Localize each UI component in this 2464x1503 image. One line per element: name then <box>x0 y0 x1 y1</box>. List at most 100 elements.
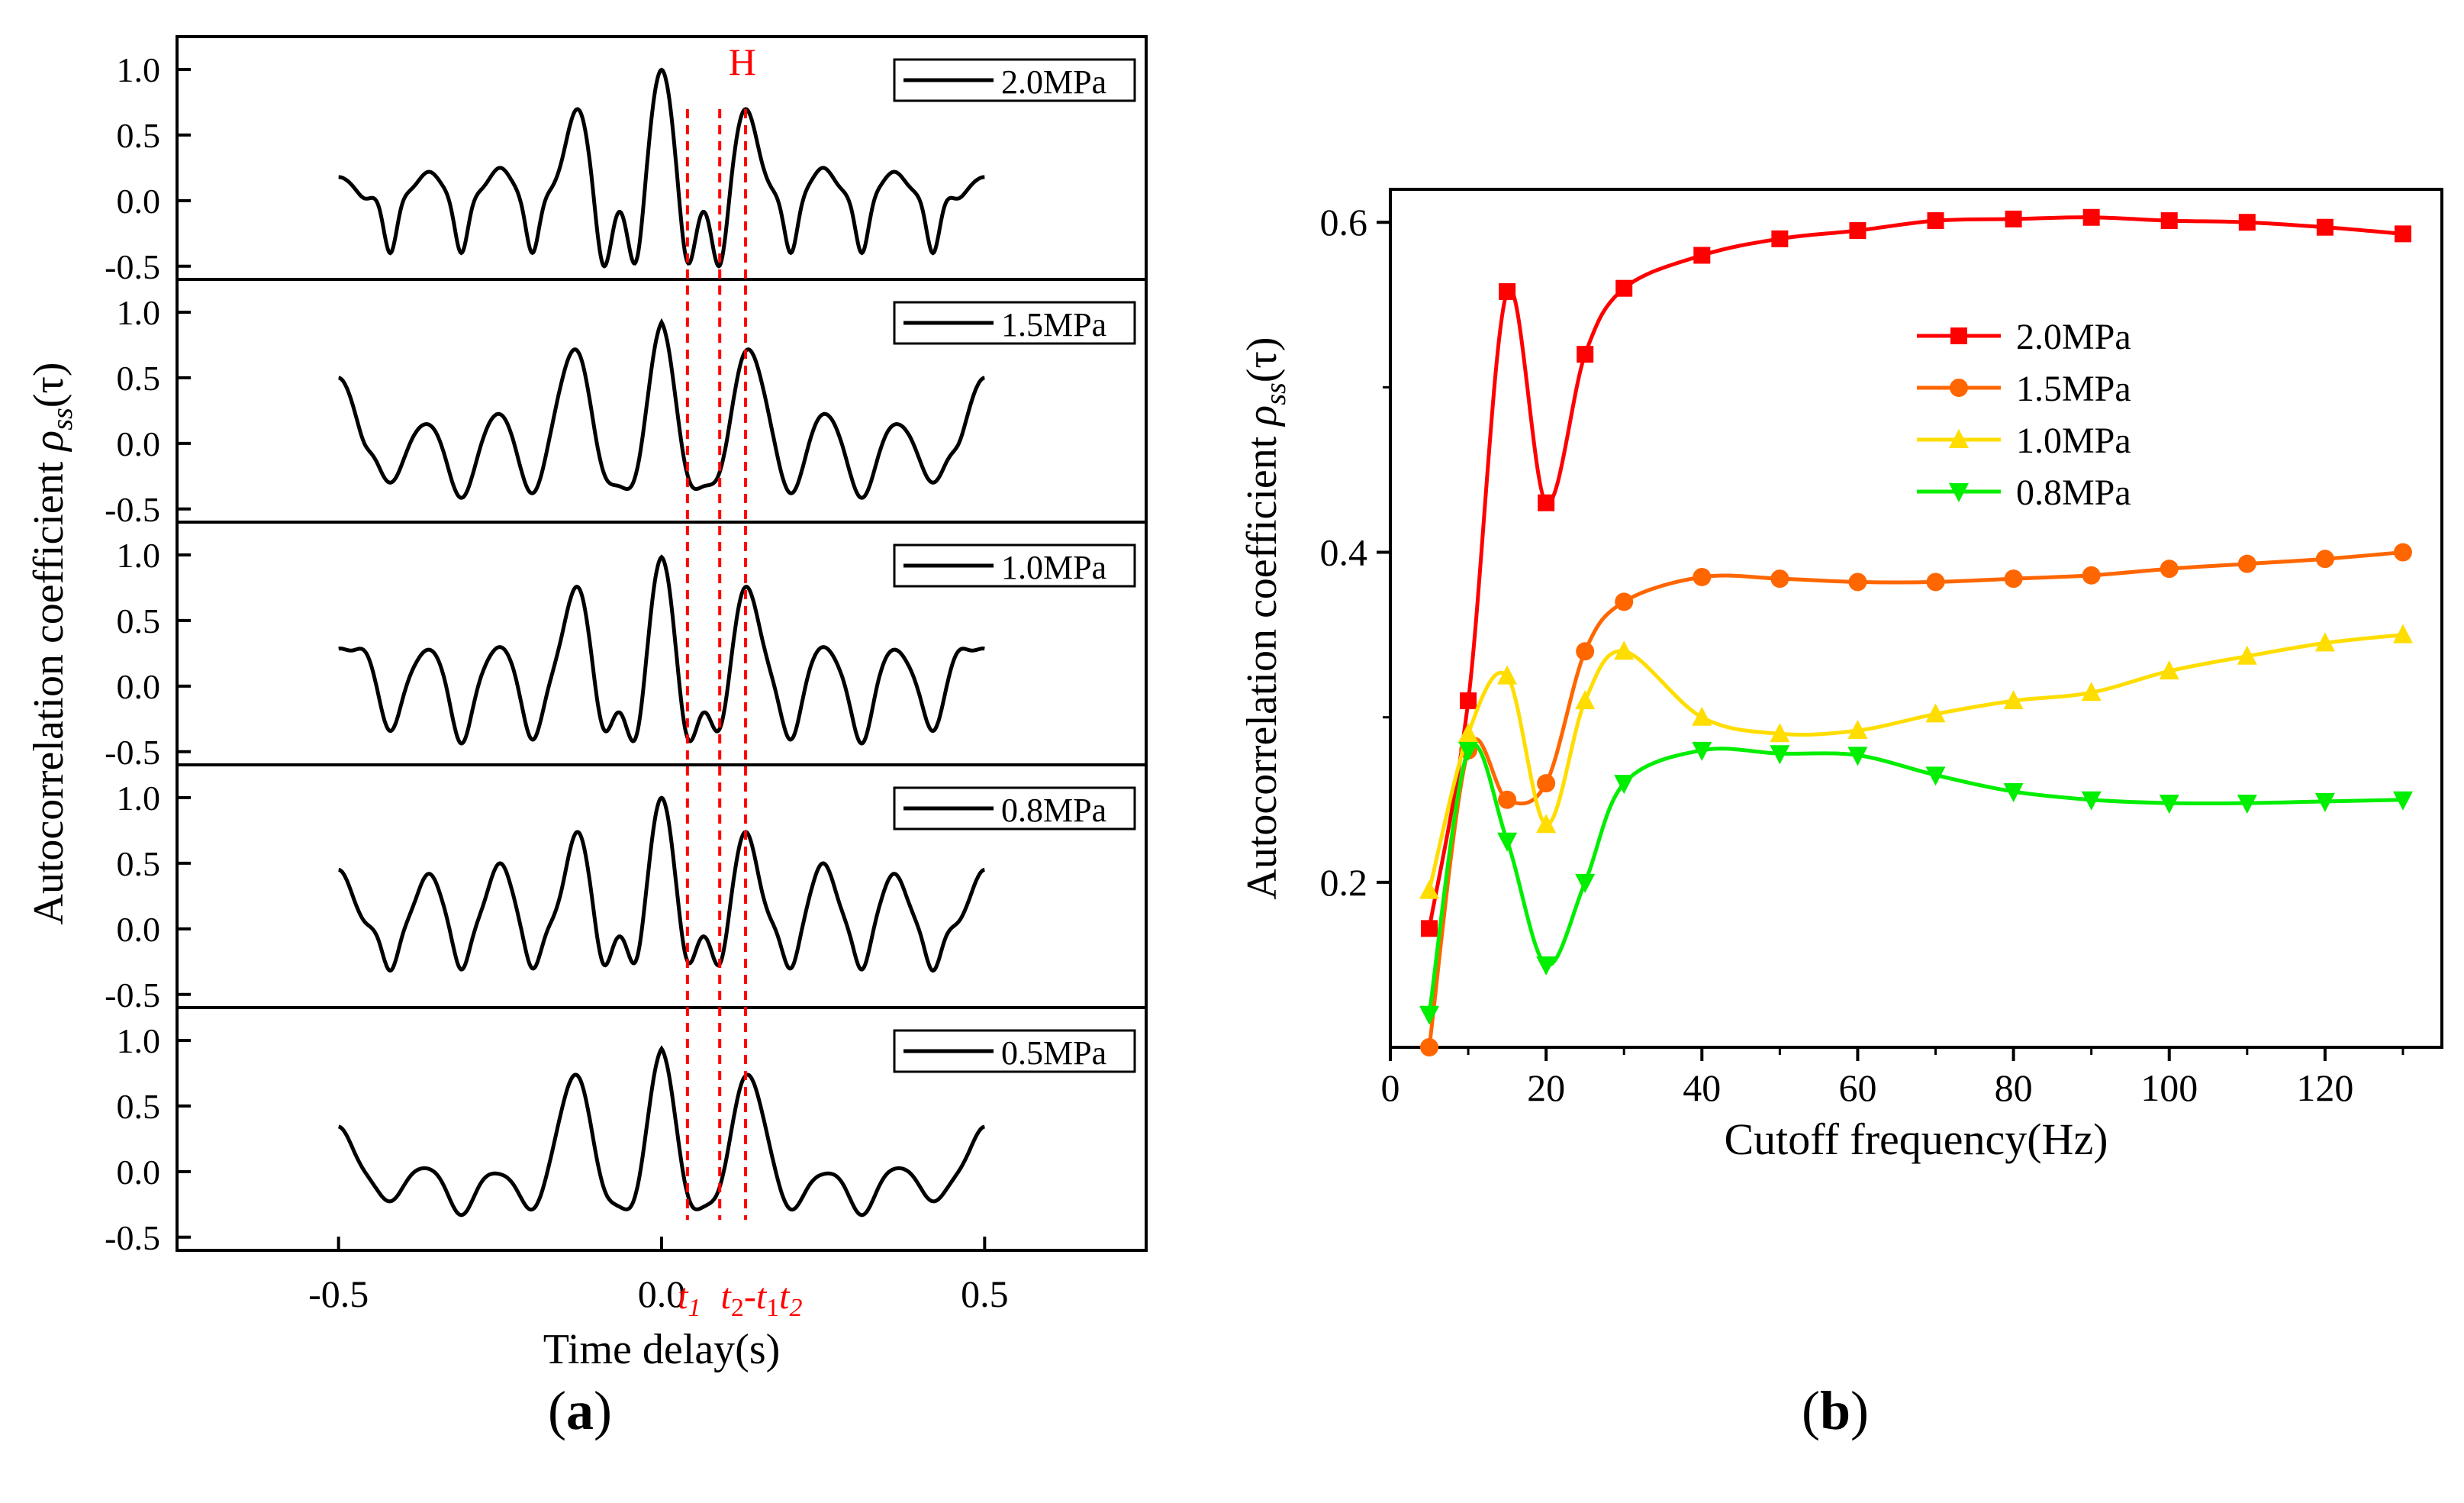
panel-a-chart: -0.50.00.51.0 2.0MPa -0.5 0.0 0.5 1.0 1.5MPa -0… <box>25 35 1148 1373</box>
y-label-text: Autocorrelation coefficient <box>1238 426 1286 900</box>
data-point-1.0MPa <box>1419 879 1440 899</box>
data-point-1.0MPa <box>1770 723 1790 743</box>
data-point-1.5MPa <box>2315 550 2334 569</box>
series-line-0.8MPa <box>1427 742 2404 1015</box>
data-point-2.0MPa <box>2082 208 2100 226</box>
y-label-suffix: (τ) <box>25 362 72 408</box>
subplot-1.5MPa: -0.5 0.0 0.5 1.0 1.5MPa <box>105 278 1148 529</box>
x-tick-label: -0.5 <box>308 1272 369 1315</box>
y-tick-label: 0.0 <box>117 182 161 221</box>
data-point-1.5MPa <box>2004 569 2023 589</box>
data-point-0.8MPa <box>2003 782 2024 802</box>
legend-label: 1.5MPa <box>2016 369 2131 409</box>
y-label-sub: ss <box>47 408 79 431</box>
marker-label-sub: 2 <box>731 1294 744 1322</box>
y-tick-label: 0.0 <box>117 1153 161 1192</box>
x-tick-label: 0 <box>1381 1066 1400 1109</box>
legend: 2.0MPa 1.5MPa 1.0MPa 0.8MPa <box>1917 317 2131 513</box>
series-line-1.0MPa <box>338 554 985 746</box>
x-axis-label: Time delay(s) <box>543 1326 781 1373</box>
x-tick-label: 20 <box>1527 1066 1565 1109</box>
marker-label-t: t <box>678 1276 689 1317</box>
y-label-suffix: (τ) <box>1238 337 1286 382</box>
x-tick-label: 60 <box>1838 1066 1876 1109</box>
legend-marker-0.8MPa <box>1949 483 1969 502</box>
data-point-1.5MPa <box>2393 543 2412 562</box>
data-point-2.0MPa <box>1577 346 1594 363</box>
y-label-text: Autocorrelation coefficient <box>25 451 72 925</box>
y-tick-label: 0.0 <box>117 424 161 463</box>
legend-label: 0.8MPa <box>2016 473 2131 513</box>
y-tick-label: 0.0 <box>117 910 161 949</box>
data-point-0.8MPa <box>2237 795 2257 814</box>
plot-frame <box>1389 188 2443 1049</box>
x-tick-label: 40 <box>1683 1066 1721 1109</box>
data-point-1.0MPa <box>1847 719 1868 739</box>
data-point-1.5MPa <box>1498 790 1517 809</box>
data-point-1.5MPa <box>2160 560 2179 579</box>
y-tick-label: -0.5 <box>105 490 160 529</box>
x-axis-label: Cutoff frequency(Hz) <box>1725 1114 2108 1164</box>
data-point-0.8MPa <box>2159 795 2179 814</box>
data-point-2.0MPa <box>1693 247 1711 264</box>
data-point-0.8MPa <box>2081 791 2102 811</box>
subplot-2.0MPa: -0.5 0.0 0.5 1.0 2.0MPa <box>105 35 1148 286</box>
data-point-2.0MPa <box>2316 218 2334 236</box>
y-tick-label: 0.2 <box>1320 861 1368 904</box>
y-tick-label: 1.0 <box>117 1021 161 1060</box>
legend-label: 0.8MPa <box>1001 792 1106 829</box>
marker-label-t: t <box>779 1276 791 1317</box>
data-point-0.8MPa <box>1419 1005 1440 1025</box>
y-tick-label: 0.5 <box>117 359 161 398</box>
data-point-2.0MPa <box>1421 920 1438 937</box>
series-2.0MPa <box>1421 208 2411 937</box>
y-tick-label: 0.6 <box>1320 201 1368 244</box>
legend-label: 2.0MPa <box>2016 317 2131 357</box>
y-label-symbol: ρ <box>1238 405 1286 427</box>
marker-label-sub: 2 <box>790 1294 803 1322</box>
data-point-1.0MPa <box>1925 703 1946 723</box>
y-tick-label: 0.4 <box>1320 531 1368 574</box>
data-point-0.8MPa <box>1770 745 1790 765</box>
panel-a-label: (a) <box>548 1380 612 1441</box>
data-point-2.0MPa <box>2160 212 2178 230</box>
data-point-1.5MPa <box>1848 572 1867 592</box>
data-point-1.0MPa <box>1536 814 1557 834</box>
y-tick-label: -0.5 <box>105 976 160 1014</box>
data-point-0.8MPa <box>1536 956 1557 976</box>
data-point-2.0MPa <box>1538 494 1555 511</box>
series-1.0MPa <box>1419 624 2413 899</box>
data-point-0.8MPa <box>1847 747 1868 766</box>
data-point-1.0MPa <box>1497 665 1518 685</box>
series-0.8MPa <box>1419 741 2413 1025</box>
data-point-1.0MPa <box>1575 690 1596 710</box>
data-point-1.5MPa <box>1770 569 1789 589</box>
data-point-2.0MPa <box>1615 279 1633 297</box>
x-tick-label: 80 <box>1995 1066 2033 1109</box>
data-point-0.8MPa <box>1925 766 1946 786</box>
panel-b-label: (b) <box>1802 1380 1869 1441</box>
y-tick-label: 0.5 <box>117 844 161 883</box>
legend-label: 0.5MPa <box>1001 1034 1106 1072</box>
marker-labels: t1 t2-t1t2 <box>678 1276 802 1322</box>
data-point-1.5MPa <box>1926 572 1945 592</box>
y-axis-label: Autocorrelation coefficient ρss(τ) <box>25 362 79 924</box>
data-point-0.8MPa <box>2314 792 2335 812</box>
y-label-symbol: ρ <box>25 431 72 453</box>
data-point-1.0MPa <box>2081 682 2102 702</box>
series-line-0.8MPa <box>338 795 985 973</box>
legend-marker-1.0MPa <box>1949 429 1969 448</box>
data-point-1.5MPa <box>1537 774 1556 793</box>
y-tick-label: -0.5 <box>105 1218 160 1257</box>
data-point-1.0MPa <box>2003 690 2024 710</box>
y-tick-label: 1.0 <box>117 779 161 818</box>
data-point-2.0MPa <box>1499 283 1516 301</box>
data-point-2.0MPa <box>1849 222 1867 240</box>
data-point-1.0MPa <box>2237 645 2257 665</box>
annotation-h: H <box>729 40 756 83</box>
y-tick-label: 0.0 <box>117 667 161 706</box>
legend-label: 1.5MPa <box>1001 306 1106 343</box>
data-point-1.5MPa <box>1693 567 1712 586</box>
legend-label: 1.0MPa <box>1001 549 1106 586</box>
